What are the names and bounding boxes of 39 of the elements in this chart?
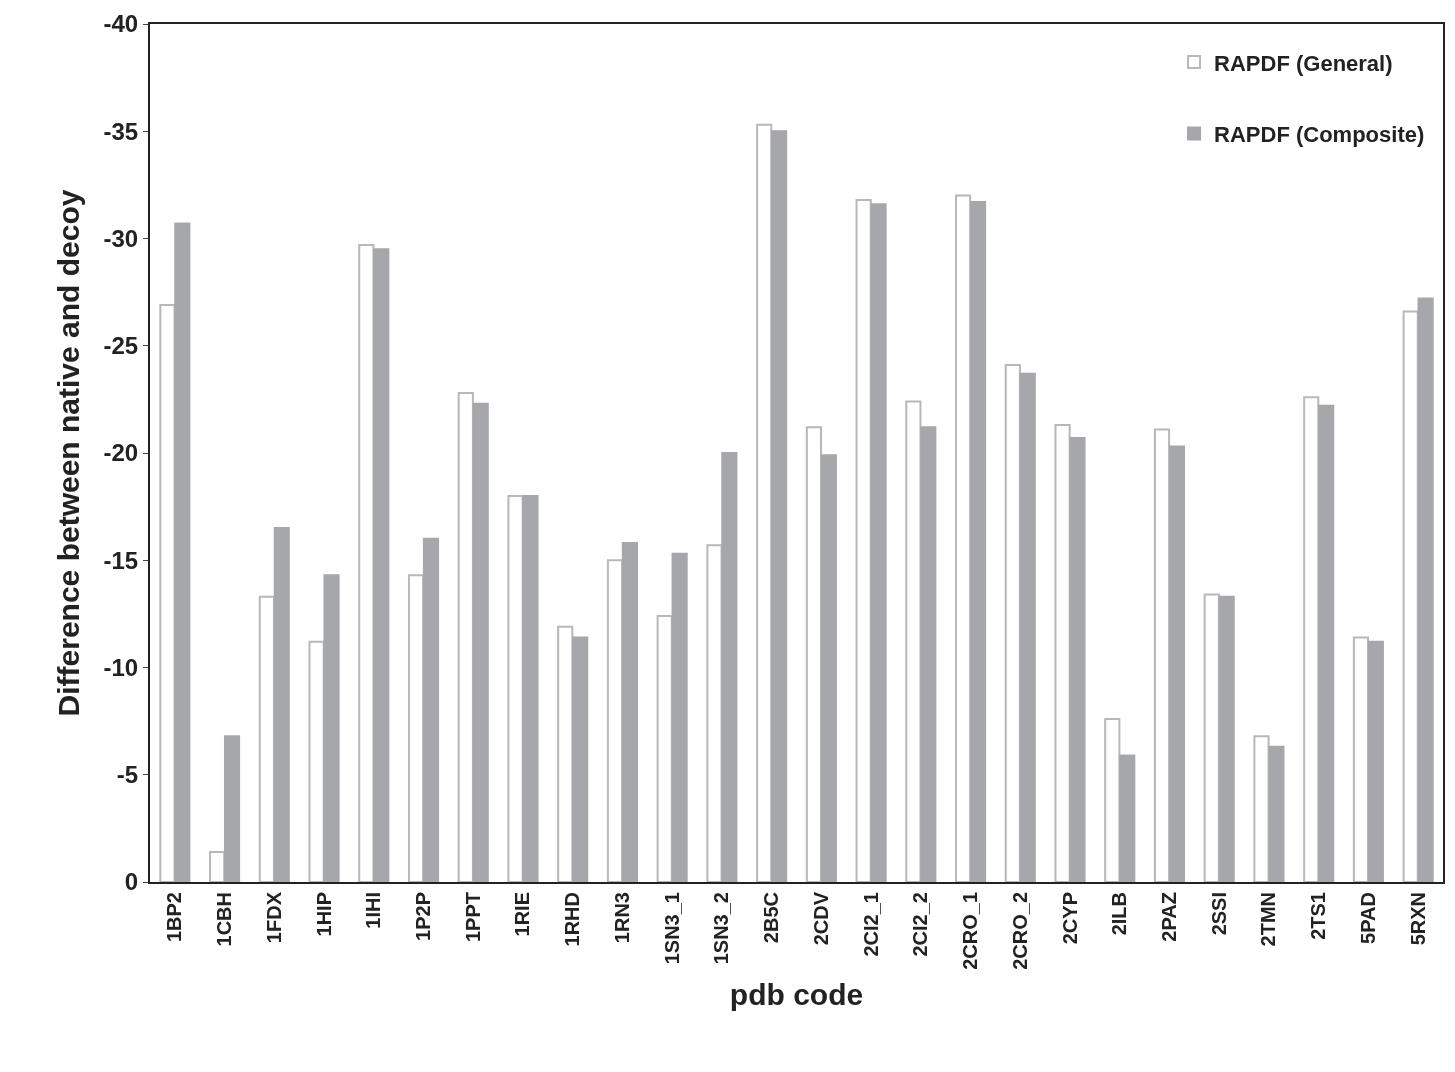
y-axis-title: Difference between native and decoy	[52, 189, 86, 717]
legend-label: RAPDF (General)	[1214, 50, 1393, 76]
x-tick-label: 1SN3_1	[660, 892, 683, 965]
y-tick-label: 0	[124, 868, 139, 896]
x-axis-title: pdb code	[729, 977, 864, 1011]
x-tick-label: 1P2P	[412, 892, 435, 941]
x-tick-label: 2CI2_2	[909, 892, 932, 957]
x-tick-label: 5PAD	[1356, 892, 1379, 944]
x-tick-label: 2CYP	[1058, 892, 1081, 945]
y-tick-label: -30	[103, 224, 139, 252]
x-tick-label: 1RIE	[511, 892, 534, 937]
x-tick-label: 1PPT	[461, 892, 484, 943]
x-tick-label: 1CBH	[213, 892, 236, 947]
x-tick-label: 2CRO_1	[959, 892, 982, 970]
y-tick-label: -15	[103, 546, 139, 574]
x-tick-label: 2CI2_1	[859, 892, 882, 957]
y-tick-label: -25	[103, 332, 139, 360]
x-tick-label: 2PAZ	[1157, 892, 1180, 942]
y-tick-label: -10	[103, 653, 139, 681]
x-tick-label: 5RXN	[1406, 892, 1429, 946]
x-tick-label: 1RN3	[610, 892, 633, 944]
x-tick-label: 1IHI	[362, 892, 385, 929]
x-tick-label: 1SN3_2	[710, 892, 733, 965]
x-tick-label: 2SSI	[1207, 892, 1230, 936]
x-tick-label: 2B5C	[760, 892, 783, 944]
x-tick-label: 2TMN	[1257, 892, 1280, 947]
y-tick-label: -35	[103, 117, 139, 145]
x-tick-label: 1FDX	[262, 891, 285, 944]
x-tick-label: 2ILB	[1108, 892, 1131, 936]
x-tick-label: 2TS1	[1307, 892, 1330, 940]
x-tick-label: 2CDV	[809, 891, 832, 946]
x-tick-label: 1BP2	[163, 892, 186, 943]
x-tick-label: 1RHD	[561, 892, 584, 947]
x-tick-label: 1HIP	[312, 892, 335, 937]
x-tick-label: 2CRO_2	[1008, 892, 1031, 970]
y-tick-label: -40	[103, 10, 139, 38]
y-tick-label: -20	[103, 439, 139, 467]
legend-label: RAPDF (Composite)	[1214, 122, 1425, 148]
y-tick-label: -5	[116, 761, 139, 789]
